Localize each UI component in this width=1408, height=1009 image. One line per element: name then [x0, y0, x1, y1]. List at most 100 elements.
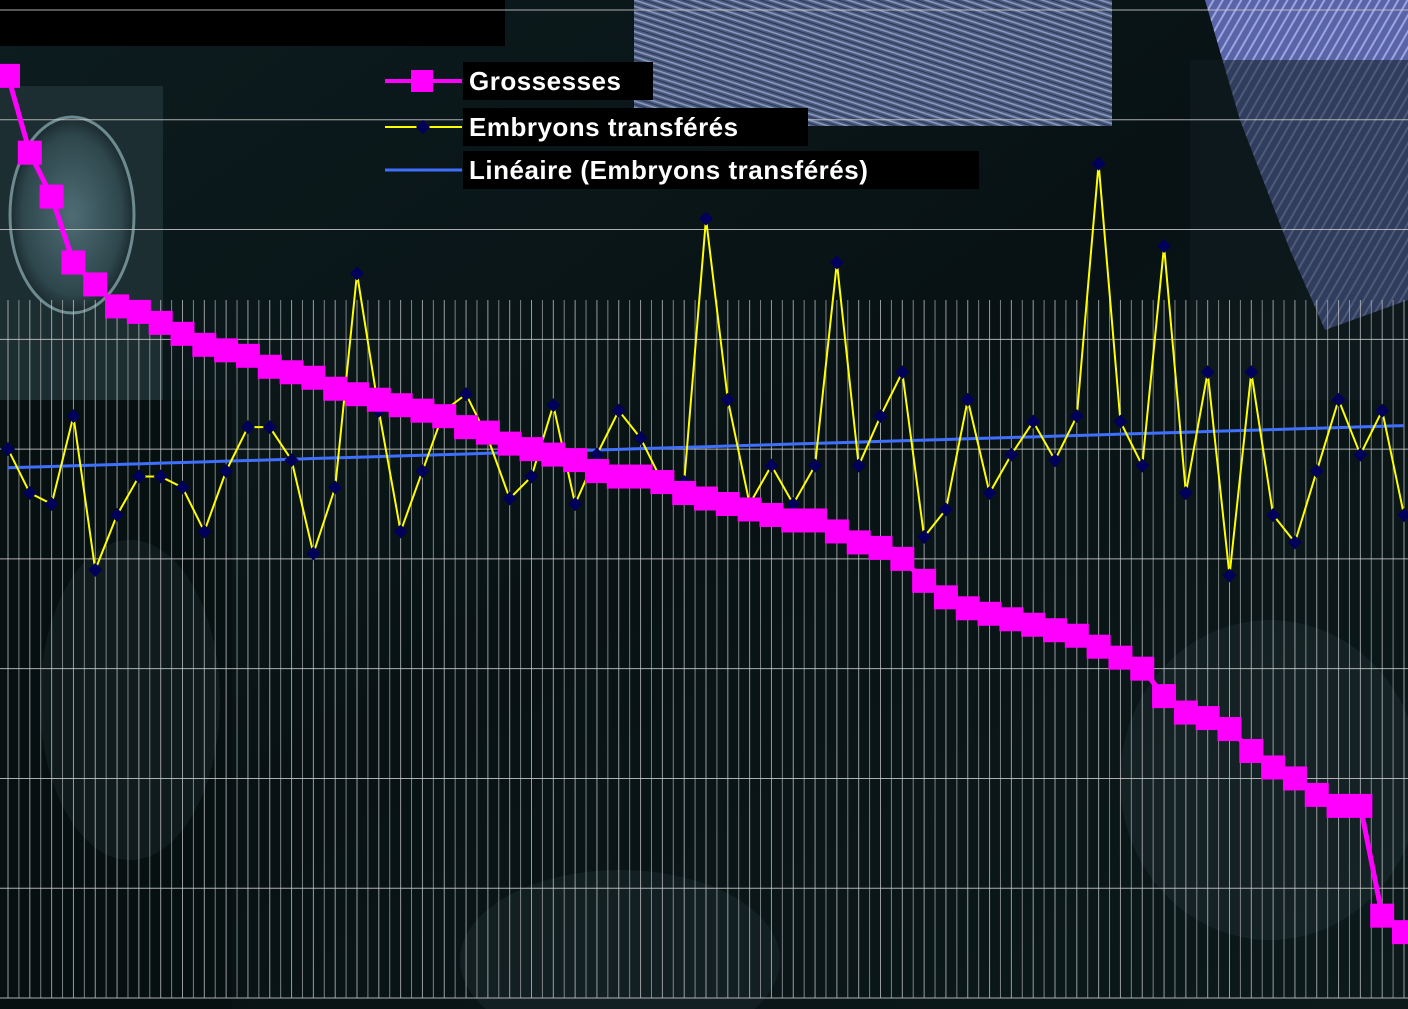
embryons-point	[1026, 414, 1041, 429]
grossesses-point	[323, 376, 348, 401]
legend-marker-square	[411, 70, 433, 92]
legend-label-lineaire: Linéaire (Embryons transférés)	[469, 155, 868, 185]
legend-label-grossesses: Grossesses	[469, 66, 621, 96]
grossesses-point	[235, 343, 260, 368]
embryons-point	[1266, 507, 1281, 522]
embryons-point	[1222, 568, 1237, 583]
grossesses-point	[519, 437, 544, 462]
embryons-point	[611, 403, 626, 418]
grossesses-point	[366, 387, 391, 412]
grossesses-point	[1021, 612, 1046, 637]
legend: Grossesses Embryons transférés Linéaire …	[385, 62, 979, 189]
grossesses-point	[1261, 755, 1286, 780]
grossesses-point	[257, 354, 282, 379]
embryons-point	[851, 458, 866, 473]
embryons-point	[808, 458, 823, 473]
embryons-point	[873, 409, 888, 424]
grossesses-point	[1108, 645, 1133, 670]
grossesses-point	[781, 508, 806, 533]
grossesses-point	[105, 294, 130, 319]
embryons-point	[1287, 535, 1302, 550]
embryons-point	[633, 431, 648, 446]
grossesses-point	[432, 404, 457, 429]
legend-item-lineaire: Linéaire (Embryons transférés)	[385, 155, 868, 185]
grossesses-point	[1239, 739, 1264, 763]
grossesses-point	[933, 585, 958, 610]
embryons-point	[786, 497, 801, 511]
embryons-point	[1200, 365, 1215, 380]
embryons-point	[895, 365, 910, 380]
grossesses-point	[803, 508, 828, 533]
grossesses-point	[868, 535, 893, 560]
embryons-point	[1113, 414, 1128, 429]
embryons-point	[546, 398, 561, 413]
grossesses-point	[1217, 717, 1242, 742]
embryons-point	[502, 491, 517, 506]
grossesses-point	[1392, 920, 1408, 945]
grossesses-point	[672, 481, 697, 506]
grossesses-point	[388, 393, 413, 418]
embryons-point	[982, 486, 997, 501]
grossesses-point	[1348, 793, 1373, 818]
embryons-point	[720, 392, 735, 407]
series-0	[0, 63, 1408, 945]
embryons-point	[240, 420, 255, 435]
grossesses-point	[541, 442, 566, 467]
embryons-point	[197, 524, 212, 539]
legend-item-grossesses: Grossesses	[385, 66, 621, 96]
grossesses-point	[563, 448, 588, 473]
embryons-point	[88, 562, 103, 577]
embryons-point	[1, 442, 15, 457]
grossesses-point	[1043, 618, 1067, 643]
embryons-point	[1375, 403, 1390, 418]
grossesses-point	[584, 459, 609, 484]
grossesses-point	[650, 470, 675, 495]
grossesses-point	[759, 502, 784, 527]
grossesses-point	[1282, 766, 1307, 791]
grossesses-point	[628, 464, 653, 489]
grossesses-point	[1064, 623, 1089, 648]
grossesses-point	[1086, 634, 1111, 659]
grossesses-point	[1173, 700, 1198, 725]
embryons-point	[1091, 156, 1106, 171]
grossesses-point	[497, 431, 522, 456]
grossesses-point	[1152, 684, 1177, 709]
grossesses-point	[694, 486, 718, 511]
embryons-point	[262, 420, 277, 435]
embryons-point	[415, 464, 430, 479]
legend-marker-diamond	[416, 120, 430, 134]
grossesses-point	[1326, 793, 1351, 818]
grossesses-point	[890, 546, 915, 571]
grossesses-point	[126, 299, 151, 324]
grossesses-point	[715, 492, 740, 516]
series-line	[7, 424, 1405, 470]
embryons-point	[1178, 486, 1193, 501]
embryons-point	[22, 486, 37, 501]
embryons-point	[66, 409, 81, 424]
embryons-point	[1069, 409, 1084, 424]
embryons-point	[175, 480, 190, 495]
embryons-point	[1048, 453, 1062, 468]
embryons-point	[917, 529, 932, 544]
grossesses-point	[955, 596, 980, 621]
legend-label-embryons: Embryons transférés	[469, 112, 739, 142]
series-2	[7, 424, 1405, 470]
grossesses-point	[846, 530, 871, 555]
grossesses-point	[1304, 782, 1329, 807]
embryons-point	[699, 211, 713, 226]
grossesses-point	[1195, 706, 1220, 731]
embryons-point	[960, 392, 975, 407]
grossesses-point	[17, 140, 42, 165]
legend-item-embryons: Embryons transférés	[385, 112, 739, 142]
embryons-point	[153, 469, 168, 484]
embryons-point	[1309, 464, 1324, 479]
grossesses-point	[39, 184, 64, 209]
grossesses-point	[83, 272, 108, 297]
embryons-point	[44, 497, 59, 511]
embryons-point	[524, 469, 539, 484]
grossesses-point	[824, 519, 849, 544]
embryons-point	[350, 266, 364, 281]
grossesses-point	[475, 420, 500, 445]
grossesses-point	[170, 321, 195, 346]
embryons-point	[1157, 239, 1172, 254]
